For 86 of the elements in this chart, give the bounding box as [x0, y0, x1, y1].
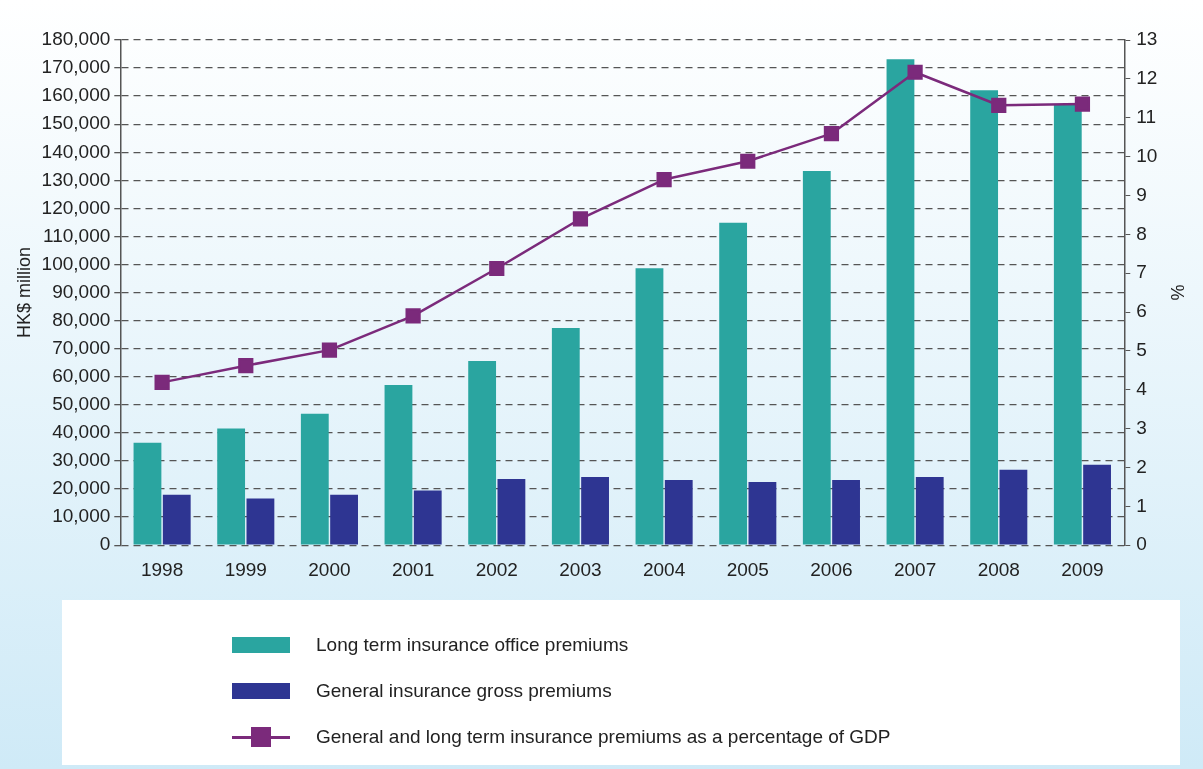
y-tick-label: 110,000 [43, 224, 111, 246]
point [154, 374, 170, 390]
bar [1053, 104, 1082, 545]
legend-label: Long term insurance office premiums [316, 634, 629, 656]
y2-tick-label: 3 [1136, 416, 1147, 438]
x-tick-label: 2005 [726, 558, 769, 580]
y-tick-label: 40,000 [52, 421, 111, 443]
point [656, 171, 672, 188]
y2-tick-label: 10 [1136, 144, 1158, 166]
bar [1083, 464, 1111, 545]
y2-tick-label: 1 [1136, 494, 1147, 516]
bar [719, 222, 748, 545]
bar [970, 90, 999, 545]
point [405, 308, 421, 324]
bar [551, 327, 580, 545]
y-tick-label: 10,000 [52, 505, 111, 527]
y-tick-label: 0 [99, 533, 111, 555]
bar [999, 469, 1028, 545]
bar [497, 478, 526, 545]
point [489, 260, 505, 277]
y-axis-title: HK$ million [13, 247, 34, 339]
y-tick-label: 80,000 [52, 308, 111, 330]
y2-tick-label: 9 [1136, 183, 1147, 205]
point [572, 211, 589, 227]
x-tick-label: 1998 [140, 558, 184, 580]
y2-tick-label: 7 [1136, 261, 1147, 283]
legend-label: General insurance gross premiums [316, 680, 612, 702]
y-tick-label: 50,000 [52, 393, 111, 415]
y2-tick-label: 4 [1136, 377, 1148, 399]
bar [468, 361, 497, 545]
y-tick-label: 30,000 [52, 449, 111, 471]
bar [217, 428, 246, 545]
y-tick-label: 160,000 [41, 84, 111, 106]
bar [413, 490, 442, 545]
point [823, 126, 840, 142]
point [991, 97, 1007, 113]
bar [832, 480, 860, 545]
point [321, 342, 338, 358]
x-tick-label: 2001 [391, 558, 435, 580]
y-tick-label: 140,000 [41, 140, 111, 162]
bar [162, 494, 191, 545]
x-tick-label: 2009 [1061, 558, 1104, 580]
y2-tick-label: 8 [1136, 222, 1147, 244]
x-tick-label: 2004 [642, 558, 686, 580]
x-tick-label: 2000 [308, 558, 351, 580]
bar [384, 384, 413, 545]
y-tick-label: 90,000 [52, 280, 111, 302]
point [907, 64, 923, 80]
y2-tick-label: 11 [1136, 105, 1156, 127]
bar [886, 59, 915, 545]
point [740, 153, 756, 169]
y2-tick-label: 13 [1136, 28, 1158, 50]
bar [915, 477, 944, 545]
y-tick-label: 170,000 [41, 56, 111, 78]
y2-axis-title: % [1167, 284, 1188, 301]
y-tick-label: 60,000 [52, 365, 111, 387]
y2-tick-label: 2 [1136, 455, 1147, 477]
x-tick-label: 2007 [893, 558, 937, 580]
point [1074, 96, 1091, 112]
y2-tick-label: 5 [1136, 339, 1147, 361]
x-tick-label: 2006 [810, 558, 853, 580]
x-tick-label: 2008 [977, 558, 1020, 580]
y-tick-label: 120,000 [41, 196, 111, 218]
bar [635, 268, 664, 545]
y-tick-label: 20,000 [52, 477, 111, 499]
y-tick-label: 180,000 [41, 28, 111, 50]
x-tick-label: 2003 [559, 558, 602, 580]
y-tick-label: 130,000 [41, 168, 111, 190]
bar [330, 494, 358, 545]
bar [246, 498, 275, 545]
y-tick-label: 70,000 [52, 336, 111, 358]
bar [133, 442, 162, 545]
y2-tick-label: 12 [1136, 67, 1158, 89]
bar [802, 171, 831, 545]
y2-tick-label: 6 [1136, 300, 1147, 322]
y-tick-label: 150,000 [41, 112, 111, 134]
point [238, 358, 254, 374]
x-tick-label: 2002 [475, 558, 518, 580]
bar [581, 477, 609, 545]
legend-label: General and long term insurance premiums as a percentage of GDP [316, 726, 891, 748]
bar [300, 413, 329, 545]
bar [748, 482, 777, 545]
bar [664, 480, 693, 545]
x-tick-label: 1999 [224, 558, 267, 580]
y-tick-label: 100,000 [41, 252, 111, 274]
y2-tick-label: 0 [1136, 533, 1147, 555]
